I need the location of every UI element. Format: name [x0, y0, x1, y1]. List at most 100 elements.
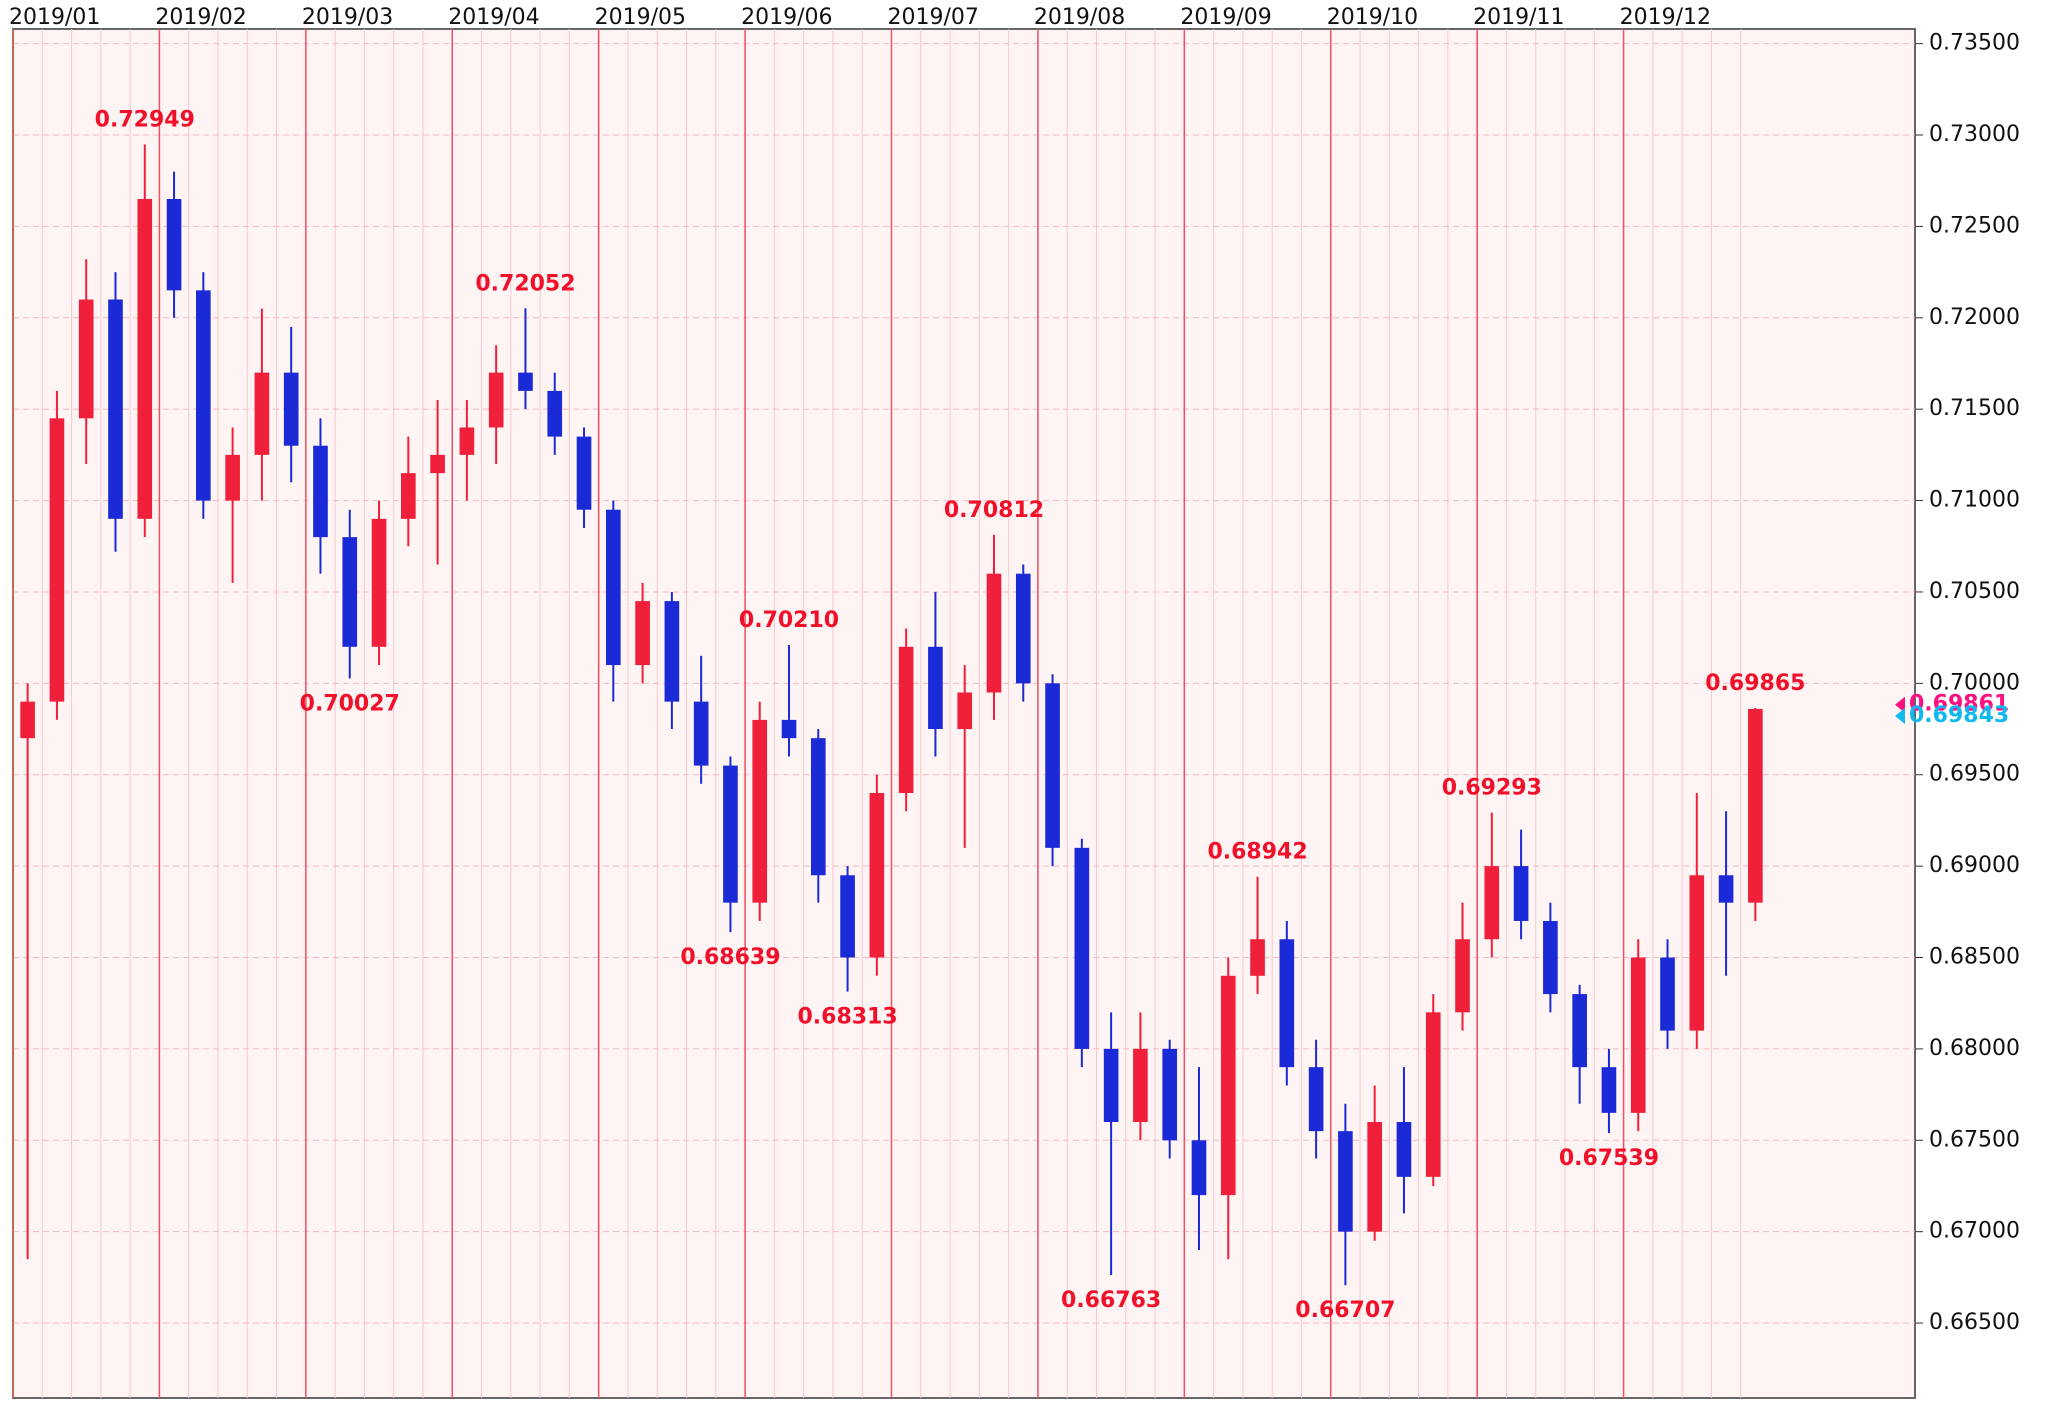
candle-body [1220, 975, 1236, 1196]
candle-body [371, 518, 387, 647]
y-tick-label: 0.67000 [1929, 1219, 2020, 1244]
y-tick-label: 0.66500 [1929, 1310, 2020, 1335]
candle-body [1601, 1067, 1617, 1113]
y-tick-label: 0.69000 [1929, 853, 2020, 878]
candle-body [1250, 939, 1265, 976]
y-tick-label: 0.67500 [1929, 1127, 2020, 1152]
candle-body [78, 299, 94, 419]
candle-body [1572, 994, 1587, 1068]
candle-body [1103, 1048, 1119, 1123]
candle-body [1543, 920, 1558, 995]
x-tick-label: 2019/01 [9, 5, 100, 30]
candle-body [1455, 939, 1470, 1013]
extreme-label: 0.66763 [1061, 1288, 1161, 1313]
candle-body [898, 646, 914, 794]
candle-body [1513, 866, 1529, 921]
candle-body [547, 390, 563, 437]
y-tick-label: 0.71000 [1929, 488, 2020, 513]
x-tick-label: 2019/12 [1620, 5, 1711, 30]
extreme-label: 0.69865 [1705, 671, 1805, 696]
candle-body [20, 701, 35, 739]
candle-body [254, 372, 270, 455]
candle-body [1015, 573, 1031, 684]
y-tick-label: 0.70500 [1929, 579, 2020, 604]
candle-body [928, 646, 943, 730]
x-tick-label: 2019/10 [1327, 5, 1418, 30]
candle-body [1045, 683, 1060, 848]
candle-body [1630, 957, 1646, 1113]
y-tick-label: 0.69500 [1929, 762, 2020, 787]
candle-body [225, 454, 240, 501]
x-tick-label: 2019/05 [595, 5, 686, 30]
y-tick-label: 0.72500 [1929, 213, 2020, 238]
candle-body [1718, 875, 1734, 903]
candle-body [1074, 847, 1090, 1049]
extreme-label: 0.68639 [680, 945, 780, 970]
candle-body [1279, 939, 1295, 1068]
price-marker [1895, 696, 1905, 713]
y-tick-label: 0.72000 [1929, 305, 2020, 330]
price-label: 0.69861 [1909, 692, 2009, 717]
candle-body [635, 601, 650, 666]
extreme-label: 0.69293 [1442, 776, 1542, 801]
candle-body [1396, 1122, 1412, 1177]
candle-body [430, 454, 445, 474]
candle-body [1191, 1140, 1207, 1196]
candle-body [1425, 1012, 1441, 1177]
price-marker [1895, 708, 1905, 725]
y-tick-label: 0.70000 [1929, 670, 2020, 695]
candle-body [108, 299, 123, 519]
extreme-label: 0.66707 [1295, 1298, 1395, 1323]
extreme-label: 0.70210 [739, 608, 839, 633]
candle-body [166, 198, 182, 291]
candle-body [957, 692, 973, 730]
y-tick-label: 0.73000 [1929, 122, 2020, 147]
candle-body [283, 372, 299, 446]
x-tick-label: 2019/06 [741, 5, 832, 30]
y-tick-label: 0.68500 [1929, 945, 2020, 970]
candle-body [1338, 1131, 1353, 1232]
candle-body [693, 701, 709, 766]
extreme-label: 0.70027 [300, 691, 400, 716]
candle-body [1660, 957, 1675, 1031]
candle-body [1133, 1048, 1148, 1123]
candle-body [1367, 1122, 1382, 1232]
candle-body [840, 875, 855, 958]
candle-body [576, 436, 592, 510]
y-tick-label: 0.71500 [1929, 396, 2020, 421]
x-tick-label: 2019/09 [1180, 5, 1271, 30]
candle-body [1748, 708, 1763, 903]
candle-body [1484, 866, 1500, 940]
y-tick-label: 0.68000 [1929, 1036, 2020, 1061]
x-tick-label: 2019/02 [155, 5, 246, 30]
candle-body [1308, 1067, 1324, 1132]
candle-body [781, 719, 797, 739]
extreme-label: 0.72949 [95, 107, 195, 132]
candle-body [723, 765, 738, 903]
candle-body [342, 537, 358, 647]
candle-body [986, 573, 1002, 693]
extreme-label: 0.68942 [1207, 840, 1307, 865]
extreme-label: 0.67539 [1559, 1146, 1659, 1171]
extreme-label: 0.68313 [797, 1005, 897, 1030]
candle-body [401, 473, 416, 519]
price-label: 0.69843 [1909, 703, 2009, 728]
candle-body [313, 445, 328, 538]
x-tick-label: 2019/07 [888, 5, 979, 30]
candle-body [488, 372, 504, 428]
candle-body [518, 372, 533, 391]
candle-body [869, 793, 885, 958]
candle-body [810, 738, 826, 876]
candle-body [664, 601, 680, 702]
candle-body [752, 719, 768, 903]
x-tick-label: 2019/11 [1473, 5, 1564, 30]
extreme-label: 0.70812 [944, 498, 1044, 523]
candle-body [49, 418, 65, 702]
x-tick-label: 2019/03 [302, 5, 393, 30]
extreme-label: 0.72052 [475, 271, 575, 296]
candle-body [605, 509, 621, 666]
candle-body [1689, 875, 1705, 1031]
x-tick-label: 2019/04 [448, 5, 539, 30]
candle-body [196, 290, 211, 501]
